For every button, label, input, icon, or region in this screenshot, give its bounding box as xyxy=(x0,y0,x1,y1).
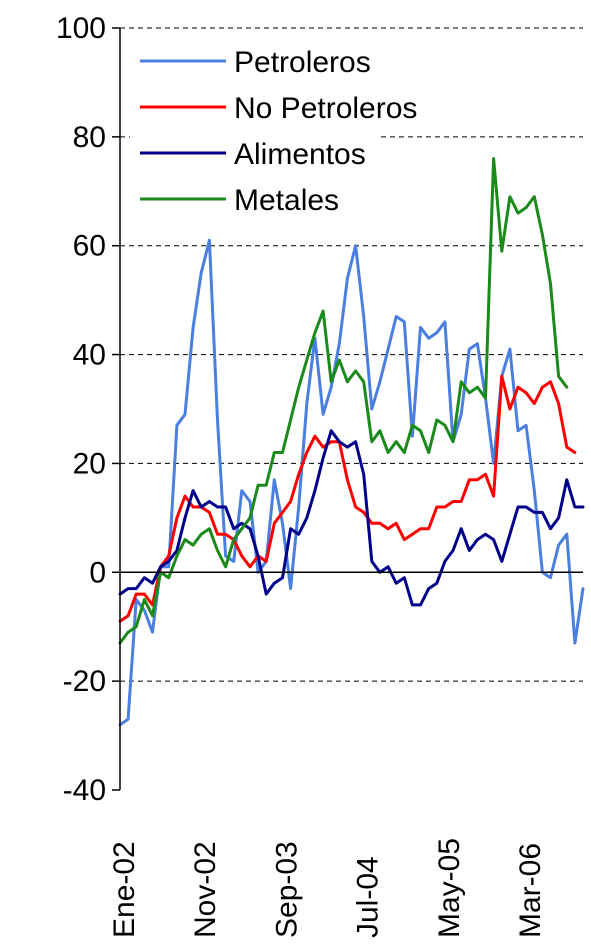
x-tick-label-Jul-04: Jul-04 xyxy=(352,856,385,938)
x-tick-label-May-05: May-05 xyxy=(433,838,466,938)
y-tick-label-60: 60 xyxy=(73,230,106,263)
legend-label-metales: Metales xyxy=(234,184,339,217)
series-line-alimentos xyxy=(118,429,585,607)
legend-label-petroleros: Petroleros xyxy=(234,46,371,79)
legend: Petroleros No Petroleros Alimentos Metales xyxy=(130,38,417,222)
y-tick-label--40: -40 xyxy=(63,774,106,807)
series-lines xyxy=(118,157,585,727)
series-line-no-petroleros xyxy=(118,374,577,623)
series-line-metales xyxy=(118,157,569,645)
legend-box xyxy=(130,38,380,222)
y-tick-label-40: 40 xyxy=(73,339,106,372)
x-tick-label-Mar-06: Mar-06 xyxy=(514,843,547,938)
legend-label-no-petroleros: No Petroleros xyxy=(234,92,417,125)
x-tick-label-Ene-02: Ene-02 xyxy=(108,841,141,938)
axes xyxy=(119,28,583,790)
y-tick-label--20: -20 xyxy=(63,665,106,698)
y-tick-label-80: 80 xyxy=(73,121,106,154)
y-axis-ticks: -40 -20 0 20 40 60 80 100 xyxy=(56,12,120,807)
y-tick-label-0: 0 xyxy=(89,556,106,589)
x-tick-label-Nov-02: Nov-02 xyxy=(189,841,222,938)
y-tick-label-100: 100 xyxy=(56,12,106,45)
series-line-petroleros xyxy=(118,238,585,727)
x-axis-ticks: Ene-02Nov-02Sep-03Jul-04May-05Mar-06Ene-… xyxy=(108,838,547,938)
y-tick-label-20: 20 xyxy=(73,447,106,480)
x-tick-label-Sep-03: Sep-03 xyxy=(270,841,303,938)
legend-label-alimentos: Alimentos xyxy=(234,138,366,171)
